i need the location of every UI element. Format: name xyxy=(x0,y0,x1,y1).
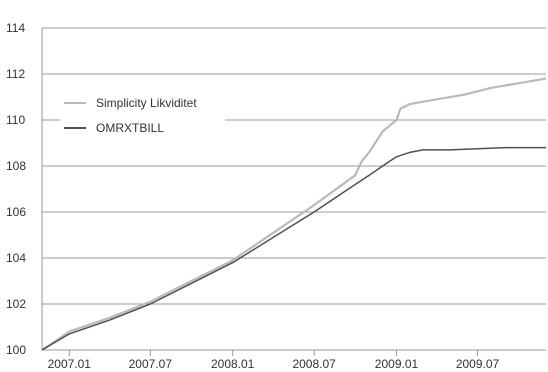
grid-lines xyxy=(41,27,546,351)
x-tick-label: 2009.01 xyxy=(375,357,419,371)
x-tick-label: 2008.07 xyxy=(292,357,336,371)
y-tick-label: 104 xyxy=(6,251,26,265)
y-tick-label: 114 xyxy=(6,21,25,35)
series-line-simplicity xyxy=(41,77,547,351)
legend-background xyxy=(60,92,225,138)
y-tick-label: 102 xyxy=(6,297,26,311)
x-tick-label: 2007.07 xyxy=(129,357,173,371)
x-axis: 2007.01 2007.07 2008.01 2008.07 2009.01 2009.… xyxy=(48,350,500,371)
y-tick-label: 106 xyxy=(6,205,26,219)
y-axis: 100 102 104 106 108 110 112 114 xyxy=(6,21,26,357)
y-tick-label: 112 xyxy=(6,67,25,81)
legend: Simplicity Likviditet OMRXTBILL xyxy=(60,92,225,138)
x-tick-label: 2009.07 xyxy=(456,357,500,371)
legend-label-simplicity: Simplicity Likviditet xyxy=(96,96,197,110)
x-tick-label: 2007.01 xyxy=(48,357,92,371)
y-tick-label: 108 xyxy=(6,159,26,173)
y-tick-label: 100 xyxy=(6,343,26,357)
legend-label-omrxtbill: OMRXTBILL xyxy=(96,121,164,135)
y-tick-label: 110 xyxy=(6,113,25,127)
x-tick-label: 2008.01 xyxy=(211,357,255,371)
series-line-omrxtbill xyxy=(41,146,546,351)
series-lines xyxy=(41,77,547,351)
